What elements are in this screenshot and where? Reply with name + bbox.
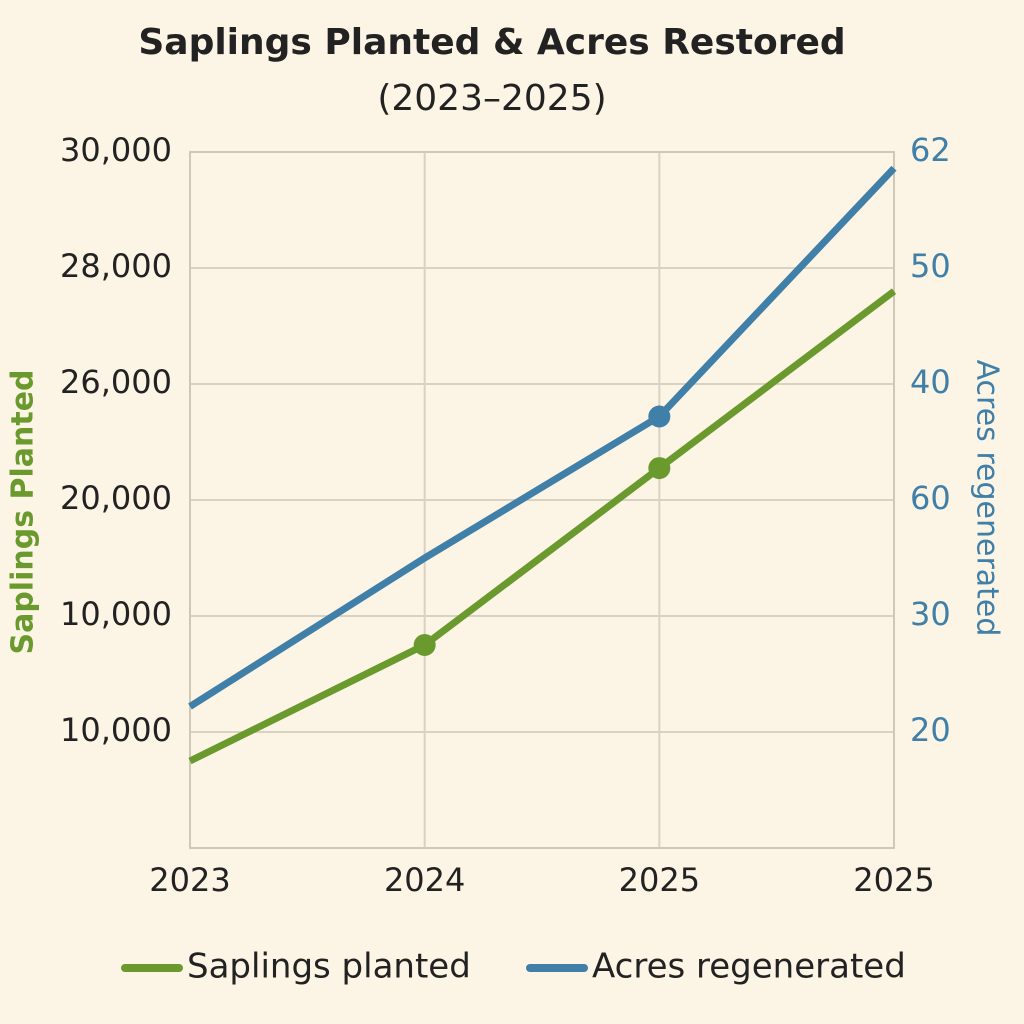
series-line (188, 165, 897, 710)
y-tick-label: 20,000 (60, 479, 172, 517)
chart-subtitle: (2023–2025) (377, 78, 606, 119)
y-tick-label: 28,000 (60, 247, 172, 285)
point-marker (648, 457, 671, 480)
y-tick-label: 26,000 (60, 363, 172, 401)
y-tick-label: 10,000 (60, 595, 172, 633)
y2-tick-label: 62 (910, 131, 951, 169)
x-tick-label: 2023 (149, 861, 230, 899)
y2-tick-label: 30 (910, 595, 951, 633)
y-tick-label: 30,000 (60, 131, 172, 169)
y2-tick-label: 50 (910, 247, 951, 285)
y-tick-label: 10,000 (60, 711, 172, 749)
y2-tick-label: 20 (910, 711, 951, 749)
plot-frame (189, 151, 895, 849)
legend-label: Acres regenerated (592, 947, 906, 987)
point-marker (413, 634, 436, 656)
y2-axis-title: Acres regenerated (970, 360, 1005, 637)
series-line (188, 288, 897, 765)
y2-tick-label: 40 (910, 363, 951, 401)
chart-title: Saplings Planted & Acres Restored (138, 22, 845, 63)
legend-label: Saplings planted (187, 947, 471, 987)
y2-tick-label: 60 (910, 479, 951, 517)
y-axis-title: Saplings Planted (6, 369, 41, 654)
x-tick-label: 2025 (619, 861, 700, 899)
point-marker (648, 405, 671, 428)
x-tick-label: 2024 (384, 861, 465, 899)
x-tick-label: 2025 (853, 861, 934, 899)
